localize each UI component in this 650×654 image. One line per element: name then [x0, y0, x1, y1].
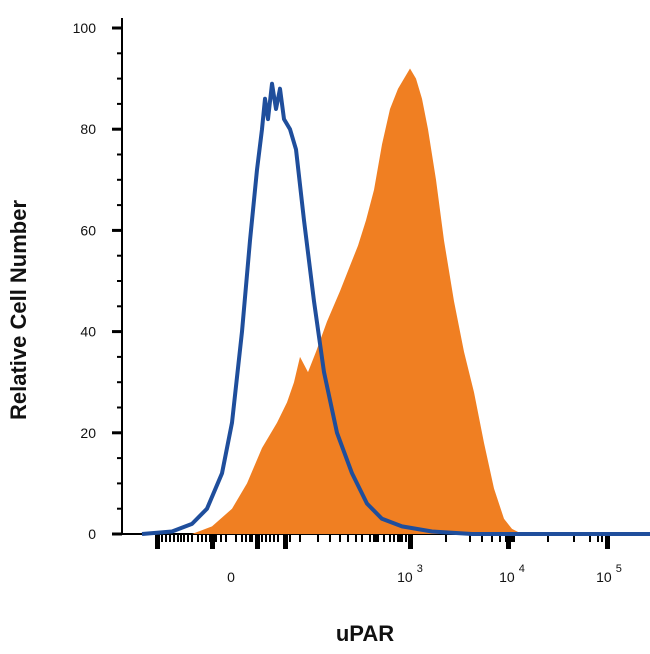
y-tick-label: 40	[80, 324, 96, 340]
x-tick-label: 10 5	[596, 563, 622, 585]
y-tick-label: 100	[73, 20, 97, 36]
x-major-tick	[155, 534, 160, 549]
x-major-tick	[408, 534, 413, 549]
x-tick-label: 10 4	[499, 563, 525, 585]
x-tick-labels: 0 10 3 10 4 10 5	[227, 563, 622, 585]
y-tick-labels: 0 20 40 60 80 100	[73, 20, 97, 542]
x-major-tick	[283, 534, 288, 549]
y-tick-label: 0	[88, 526, 96, 542]
x-major-tick	[255, 534, 260, 549]
series-layer	[141, 68, 650, 536]
x-major-tick	[210, 534, 215, 549]
x-major-tick	[605, 534, 610, 549]
y-tick-label: 60	[80, 222, 96, 238]
y-axis-title: Relative Cell Number	[6, 200, 31, 421]
y-tick-label: 80	[80, 121, 96, 137]
x-major-tick	[506, 534, 511, 549]
filled-histogram	[142, 68, 650, 534]
y-tick-label: 20	[80, 425, 96, 441]
x-tick-label: 10 3	[397, 563, 423, 585]
x-axis-title: uPAR	[336, 621, 394, 646]
x-tick-label: 0	[227, 569, 235, 585]
isotype-control-histogram	[141, 81, 650, 536]
